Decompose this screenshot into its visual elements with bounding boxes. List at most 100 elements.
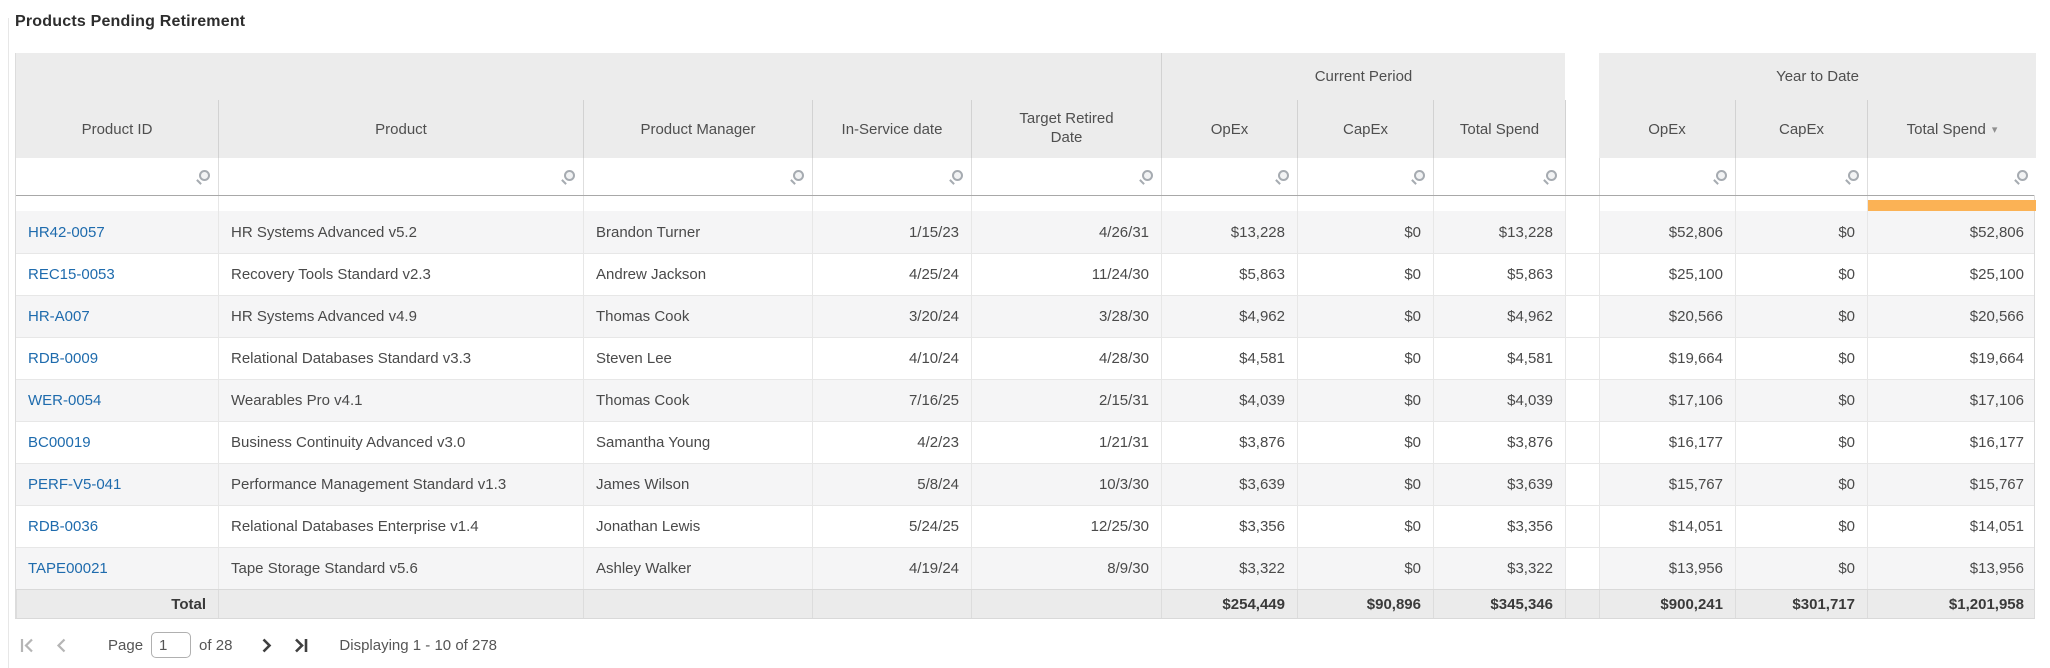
prev-page-icon [56, 638, 66, 652]
page-left-border [8, 18, 9, 668]
col-header-ytd-capex[interactable]: CapEx [1735, 100, 1867, 158]
in-service-date-cell: 7/16/25 [812, 380, 971, 421]
target-retired-date-cell: 1/21/31 [971, 422, 1161, 463]
table-row: HR42-0057 HR Systems Advanced v5.2 Brand… [16, 211, 2034, 253]
pagination: Page of 28 Displaying 1 - 10 of 278 [19, 632, 497, 658]
search-icon [1845, 169, 1860, 184]
product-id-link[interactable]: HR42-0057 [28, 223, 105, 241]
cp-opex-cell: $4,581 [1161, 338, 1297, 379]
group-gap-cell [1565, 464, 1599, 505]
ytd-total-spend-cell: $25,100 [1867, 254, 2036, 295]
col-header-cp-capex[interactable]: CapEx [1297, 100, 1433, 158]
group-gap-cell [1565, 548, 1599, 589]
search-icon [2014, 169, 2029, 184]
table-row: RDB-0036 Relational Databases Enterprise… [16, 505, 2034, 547]
product-cell: HR Systems Advanced v5.2 [218, 211, 583, 253]
first-page-button[interactable] [19, 637, 36, 654]
cp-opex-cell: $3,639 [1161, 464, 1297, 505]
target-retired-date-cell: 12/25/30 [971, 506, 1161, 547]
in-service-date-cell: 4/2/23 [812, 422, 971, 463]
in-service-date-cell: 1/15/23 [812, 211, 971, 253]
group-header-row: Current Period Year to Date [16, 53, 2036, 100]
filter-cell-ytd-opex[interactable] [1599, 158, 1735, 195]
cp-opex-cell: $3,322 [1161, 548, 1297, 589]
product-cell: Performance Management Standard v1.3 [218, 464, 583, 505]
first-page-icon [20, 638, 33, 652]
filter-cell-in-service-date[interactable] [812, 158, 971, 195]
cp-total-spend-cell: $3,639 [1433, 464, 1565, 505]
col-header-cp-opex[interactable]: OpEx [1161, 100, 1297, 158]
next-page-button[interactable] [260, 637, 274, 654]
page-count-label: of 28 [199, 636, 233, 654]
col-header-cp-total-spend[interactable]: Total Spend [1433, 100, 1565, 158]
product-cell: Business Continuity Advanced v3.0 [218, 422, 583, 463]
table-row: HR-A007 HR Systems Advanced v4.9 Thomas … [16, 295, 2034, 337]
product-manager-cell: Andrew Jackson [583, 254, 812, 295]
col-header-product-id[interactable]: Product ID [16, 100, 218, 158]
group-gap-cell [1565, 506, 1599, 547]
filter-cell-ytd-capex[interactable] [1735, 158, 1867, 195]
product-id-link[interactable]: REC15-0053 [28, 266, 115, 283]
product-cell: Wearables Pro v4.1 [218, 380, 583, 421]
filter-cell-cp-total-spend[interactable] [1433, 158, 1565, 195]
table-row: TAPE00021 Tape Storage Standard v5.6 Ash… [16, 547, 2034, 589]
cp-total-spend-cell: $13,228 [1433, 211, 1565, 253]
in-service-date-cell: 3/20/24 [812, 296, 971, 337]
search-icon [1713, 169, 1728, 184]
cp-total-spend-cell: $5,863 [1433, 254, 1565, 295]
search-icon [561, 169, 576, 184]
product-manager-cell: Steven Lee [583, 338, 812, 379]
filter-cell-ytd-total-spend[interactable] [1867, 158, 2036, 195]
col-header-ytd-opex[interactable]: OpEx [1599, 100, 1735, 158]
search-icon [1543, 169, 1558, 184]
target-retired-date-cell: 10/3/30 [971, 464, 1161, 505]
product-cell: HR Systems Advanced v4.9 [218, 296, 583, 337]
product-id-link[interactable]: HR-A007 [28, 308, 90, 325]
filter-cell-product[interactable] [218, 158, 583, 195]
in-service-date-cell: 4/10/24 [812, 338, 971, 379]
cp-capex-cell: $0 [1297, 464, 1433, 505]
filter-cell-product-manager[interactable] [583, 158, 812, 195]
col-header-product-manager[interactable]: Product Manager [583, 100, 812, 158]
product-id-link[interactable]: PERF-V5-041 [28, 476, 122, 493]
product-id-link[interactable]: RDB-0009 [28, 350, 99, 367]
cp-capex-cell: $0 [1297, 211, 1433, 253]
ytd-opex-cell: $17,106 [1599, 380, 1735, 421]
col-header-product[interactable]: Product [218, 100, 583, 158]
product-id-link[interactable]: TAPE00021 [28, 560, 108, 577]
header-gap [1565, 100, 1599, 158]
col-header-target-retired-date[interactable]: Target Retired Date [971, 100, 1161, 158]
cp-capex-cell: $0 [1297, 422, 1433, 463]
cp-opex-cell: $3,356 [1161, 506, 1297, 547]
search-icon [949, 169, 964, 184]
cp-total-spend-cell: $3,876 [1433, 422, 1565, 463]
filter-cell-cp-capex[interactable] [1297, 158, 1433, 195]
ytd-capex-cell: $0 [1735, 464, 1867, 505]
group-current-period: Current Period [1161, 53, 1565, 100]
product-id-link[interactable]: BC00019 [28, 434, 91, 451]
filter-cell-target-retired-date[interactable] [971, 158, 1161, 195]
ytd-capex-cell: $0 [1735, 380, 1867, 421]
products-pending-retirement-table: Current Period Year to Date Product ID P… [15, 53, 2036, 619]
group-gap-cell [1565, 380, 1599, 421]
target-retired-date-cell: 11/24/30 [971, 254, 1161, 295]
col-header-in-service-date[interactable]: In-Service date [812, 100, 971, 158]
in-service-date-cell: 4/19/24 [812, 548, 971, 589]
last-page-button[interactable] [292, 637, 309, 654]
cp-capex-cell: $0 [1297, 296, 1433, 337]
filter-cell-product-id[interactable] [16, 158, 218, 195]
ytd-opex-cell: $13,956 [1599, 548, 1735, 589]
product-id-link[interactable]: RDB-0036 [28, 518, 99, 535]
total-ytd-opex: $900,241 [1599, 590, 1735, 618]
filter-row [16, 158, 2036, 196]
col-header-ytd-total-spend[interactable]: Total Spend ▾ [1867, 100, 2036, 158]
partially-visible-row [16, 196, 2036, 211]
prev-page-button[interactable] [54, 637, 68, 654]
filter-cell-cp-opex[interactable] [1161, 158, 1297, 195]
cp-opex-cell: $4,962 [1161, 296, 1297, 337]
page-input[interactable] [151, 632, 192, 658]
product-cell: Recovery Tools Standard v2.3 [218, 254, 583, 295]
ytd-capex-cell: $0 [1735, 254, 1867, 295]
product-id-link[interactable]: WER-0054 [28, 392, 102, 409]
